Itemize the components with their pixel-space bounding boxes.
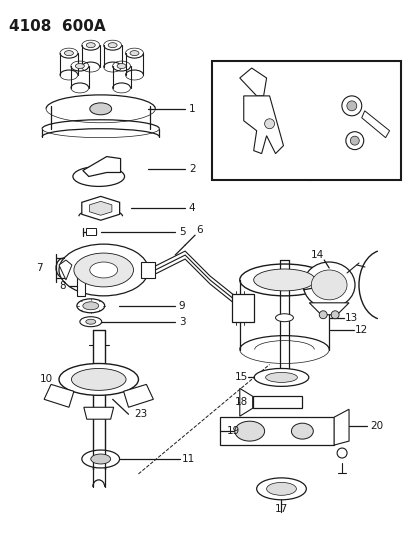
Polygon shape [77, 276, 85, 296]
Polygon shape [252, 397, 301, 408]
Text: 21: 21 [320, 68, 334, 78]
Text: 7: 7 [36, 263, 43, 273]
Ellipse shape [90, 262, 117, 278]
Ellipse shape [341, 96, 361, 116]
Ellipse shape [59, 244, 148, 296]
Text: 22: 22 [240, 164, 253, 174]
Ellipse shape [75, 63, 84, 69]
Ellipse shape [275, 314, 293, 322]
Polygon shape [239, 68, 266, 96]
Ellipse shape [266, 482, 296, 495]
Text: 3: 3 [178, 317, 185, 327]
Ellipse shape [336, 448, 346, 458]
Text: 19: 19 [227, 426, 240, 436]
Ellipse shape [117, 63, 126, 69]
Ellipse shape [234, 421, 264, 441]
Ellipse shape [74, 253, 133, 287]
Text: 11: 11 [181, 454, 194, 464]
Polygon shape [44, 384, 74, 407]
Text: 2: 2 [188, 164, 195, 174]
Ellipse shape [253, 269, 315, 291]
Text: 23: 23 [133, 409, 147, 419]
Bar [211, 61, 400, 181]
Ellipse shape [318, 311, 326, 319]
Ellipse shape [291, 423, 313, 439]
Polygon shape [59, 260, 72, 280]
Ellipse shape [239, 264, 328, 296]
Ellipse shape [82, 450, 119, 468]
Text: 14: 14 [310, 250, 323, 260]
Ellipse shape [346, 101, 356, 111]
Ellipse shape [256, 478, 306, 500]
Text: 9: 9 [178, 301, 185, 311]
Polygon shape [141, 262, 155, 278]
Ellipse shape [130, 51, 139, 55]
Polygon shape [333, 409, 348, 445]
Text: 4108  600A: 4108 600A [9, 19, 106, 34]
Ellipse shape [311, 270, 346, 300]
Ellipse shape [71, 368, 126, 390]
Text: 5: 5 [178, 227, 185, 237]
Text: 10: 10 [39, 374, 52, 384]
Text: 6: 6 [196, 225, 203, 235]
Polygon shape [243, 96, 283, 154]
Text: 8: 8 [59, 281, 66, 291]
Polygon shape [85, 228, 95, 235]
Ellipse shape [254, 368, 308, 386]
Polygon shape [361, 111, 389, 138]
Text: 12: 12 [354, 325, 367, 335]
Polygon shape [89, 201, 112, 215]
Ellipse shape [80, 317, 102, 327]
Ellipse shape [265, 373, 297, 382]
Ellipse shape [64, 51, 73, 55]
Ellipse shape [303, 262, 354, 308]
Ellipse shape [77, 299, 104, 313]
Ellipse shape [85, 319, 95, 324]
Ellipse shape [108, 43, 117, 47]
Polygon shape [239, 389, 252, 416]
Text: 1: 1 [188, 104, 195, 114]
Polygon shape [123, 384, 153, 407]
Text: 4: 4 [188, 203, 195, 213]
Ellipse shape [264, 119, 274, 129]
Ellipse shape [330, 311, 338, 319]
Polygon shape [219, 417, 333, 445]
Ellipse shape [349, 136, 358, 145]
Text: 15: 15 [235, 373, 248, 382]
Polygon shape [309, 303, 348, 315]
Ellipse shape [345, 132, 363, 150]
Bar [231, 294, 253, 322]
Text: 13: 13 [344, 313, 357, 323]
Ellipse shape [90, 454, 110, 464]
Ellipse shape [59, 364, 138, 395]
Ellipse shape [86, 43, 95, 47]
Polygon shape [83, 157, 120, 176]
Polygon shape [82, 196, 119, 220]
Polygon shape [83, 407, 113, 419]
Text: 17: 17 [274, 504, 287, 514]
Text: 18: 18 [235, 397, 248, 407]
Ellipse shape [83, 302, 98, 310]
Ellipse shape [73, 166, 124, 187]
Ellipse shape [90, 103, 112, 115]
Text: 20: 20 [369, 421, 382, 431]
